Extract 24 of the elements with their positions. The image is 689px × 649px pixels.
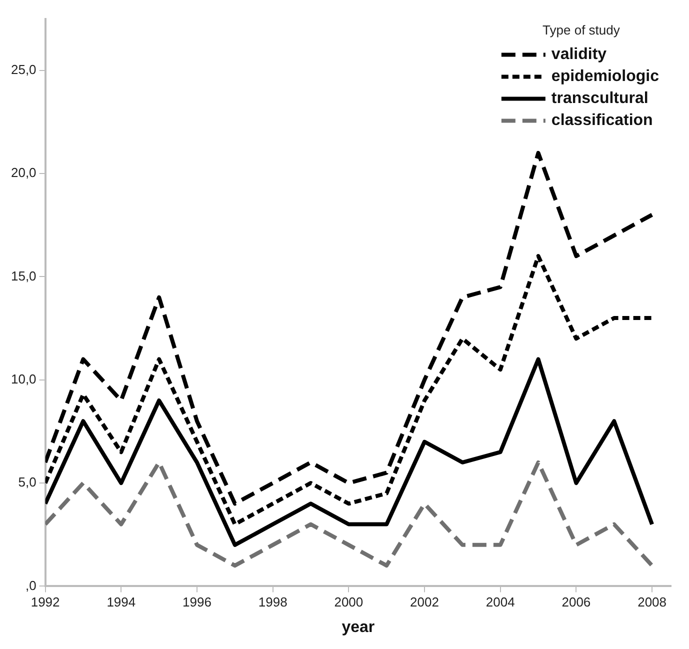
x-tick-label: 2006: [562, 594, 591, 610]
x-axis-title: year: [342, 618, 375, 636]
line-series: [45, 150, 654, 506]
x-tick-label: 2000: [334, 594, 364, 610]
legend-title: Type of study: [542, 22, 620, 38]
x-tick-label: 1998: [258, 594, 288, 610]
x-tick-label: 1992: [30, 594, 60, 610]
legend-label: transcultural: [551, 90, 648, 108]
y-tick-label: 25,0: [10, 62, 36, 77]
line-series: [45, 254, 654, 526]
legend-label: validity: [551, 46, 607, 64]
x-tick-label: 2002: [410, 594, 439, 610]
legend-label: classification: [551, 112, 653, 130]
x-tick-label: 1994: [106, 594, 136, 610]
y-tick-label: 20,0: [10, 165, 36, 180]
x-tick-label: 2008: [638, 594, 666, 610]
y-tick-label: 5,0: [18, 474, 36, 490]
legend-label: epidemiologic: [551, 68, 660, 86]
line-series: [45, 460, 654, 568]
x-tick-label: 1996: [182, 594, 212, 610]
y-tick-label: ,0: [25, 578, 36, 593]
y-tick-label: 15,0: [10, 268, 36, 284]
y-tick-label: 10,0: [10, 371, 36, 386]
x-tick-label: 2004: [486, 594, 515, 610]
